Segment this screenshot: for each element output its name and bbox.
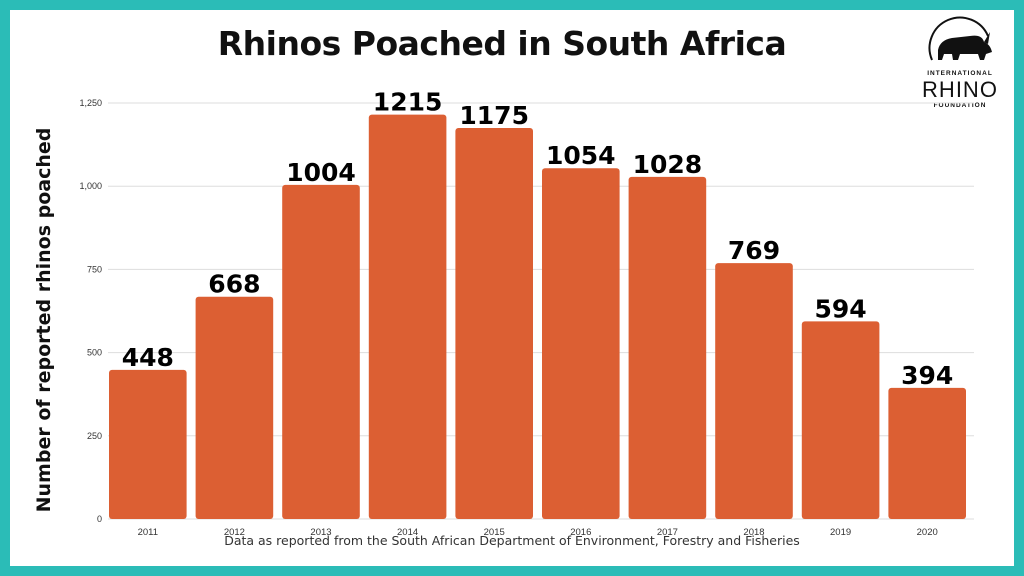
data-label: 448 (122, 343, 174, 372)
x-tick-label: 2015 (484, 527, 505, 538)
bar (888, 387, 966, 519)
y-tick-label: 750 (87, 264, 102, 274)
bar (628, 176, 707, 520)
bar (109, 369, 187, 519)
x-tick-label: 2019 (830, 527, 851, 538)
x-tick-label: 2012 (224, 527, 245, 538)
x-tick-label: 2018 (743, 527, 764, 538)
bar (282, 184, 360, 519)
y-tick-label: 0 (97, 514, 102, 524)
y-tick-label: 500 (87, 348, 102, 358)
x-tick-label: 2014 (397, 527, 418, 538)
logo-line-3: FOUNDATION (933, 102, 987, 109)
data-label: 1028 (633, 150, 703, 179)
x-tick-label: 2017 (657, 527, 678, 538)
bar (801, 321, 880, 519)
y-tick-label: 1,000 (79, 181, 102, 191)
source-note: Data as reported from the South African … (224, 533, 800, 548)
x-tick-label: 2020 (917, 527, 938, 538)
y-tick-label: 250 (87, 431, 102, 441)
bar (195, 296, 274, 519)
data-label: 1054 (546, 141, 616, 170)
data-label: 1175 (459, 101, 529, 130)
logo-line-1: INTERNATIONAL (927, 70, 993, 77)
bar (455, 127, 533, 520)
bar (542, 168, 620, 519)
bar (715, 263, 793, 519)
x-tick-label: 2013 (310, 527, 331, 538)
data-label: 594 (815, 294, 867, 323)
data-label: 1215 (373, 88, 443, 117)
chart-title: Rhinos Poached in South Africa (217, 24, 787, 63)
y-tick-label: 1,250 (79, 98, 102, 108)
logo-line-2: RHINO (922, 77, 998, 102)
x-tick-label: 2011 (138, 527, 158, 538)
bar (368, 114, 447, 519)
x-tick-label: 2016 (570, 527, 591, 538)
data-label: 769 (728, 236, 780, 265)
data-label: 668 (208, 270, 260, 299)
rhino-icon (928, 16, 992, 61)
data-label: 1004 (286, 158, 356, 187)
data-label: 394 (901, 361, 953, 390)
logo: INTERNATIONAL RHINO FOUNDATION (920, 14, 1000, 114)
